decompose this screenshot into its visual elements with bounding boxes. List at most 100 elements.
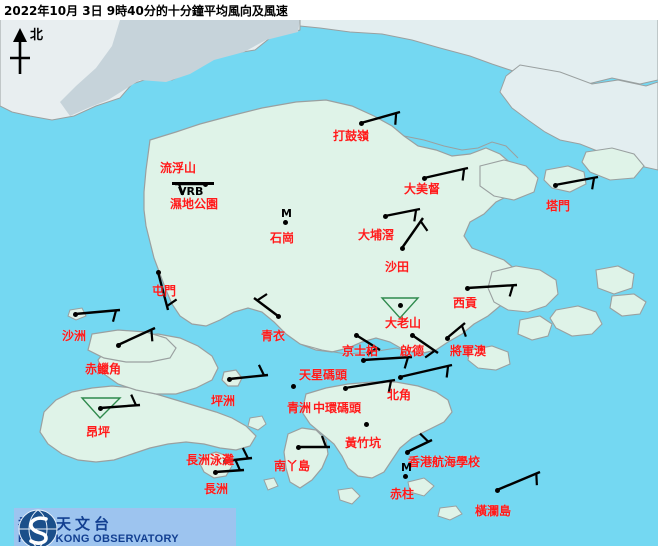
station-label[interactable]: 塔門 <box>546 199 571 213</box>
new-territories-landmass <box>143 99 523 355</box>
station-marker-dot[interactable] <box>116 343 121 348</box>
station-marker-dot[interactable] <box>343 386 348 391</box>
station-label[interactable]: 赤柱 <box>390 487 415 501</box>
hko-logo-english: HONG KONG OBSERVATORY <box>18 533 179 545</box>
station-marker-dot[interactable] <box>398 303 403 308</box>
station-marker-dot[interactable] <box>227 377 232 382</box>
station-marker-dot[interactable] <box>213 470 218 475</box>
wind-barb <box>117 326 156 347</box>
plover-cove-shoreline <box>403 135 519 159</box>
mainland-east-shore <box>299 20 658 85</box>
page-title: 2022年10月 3日 9時40分的十分鐘平均風向及風速 <box>4 4 288 18</box>
station-marker-dot[interactable] <box>383 214 388 219</box>
station-label[interactable]: 南丫島 <box>274 459 311 473</box>
wind-barb <box>224 447 253 463</box>
hko-logo: 香港天文台 HONG KONG OBSERVATORY <box>14 508 236 546</box>
station-marker-dot[interactable] <box>403 474 408 479</box>
calm-marker: M <box>401 461 412 474</box>
station-marker-dot[interactable] <box>276 314 281 319</box>
north-arrow-icon <box>10 28 30 74</box>
station-label[interactable]: 昂坪 <box>86 425 111 439</box>
station-marker-dot[interactable] <box>359 121 364 126</box>
station-marker-dot[interactable] <box>296 445 301 450</box>
wind-barb <box>406 432 433 454</box>
station-label[interactable]: 黃竹坑 <box>345 436 382 450</box>
wind-barb <box>214 459 245 474</box>
wind-barb <box>99 394 141 410</box>
chek-lap-kok-airport <box>87 329 177 363</box>
wind-barb <box>554 175 599 190</box>
wind-barb <box>355 333 381 356</box>
station-marker-dot[interactable] <box>156 270 161 275</box>
station-label[interactable]: 大老山 <box>385 316 422 330</box>
station-label[interactable]: 橫瀾島 <box>475 504 512 518</box>
wind-barb <box>384 207 421 222</box>
station-marker-dot[interactable] <box>398 375 403 380</box>
station-marker-dot[interactable] <box>283 220 288 225</box>
station-label[interactable]: 北角 <box>387 388 412 402</box>
variable-wind-marker: VRB <box>178 185 204 198</box>
station-marker-dot[interactable] <box>364 422 369 427</box>
station-marker-dot[interactable] <box>445 336 450 341</box>
wind-barb <box>156 271 178 311</box>
station-label[interactable]: 西貢 <box>453 296 478 310</box>
station-marker-dot[interactable] <box>73 312 78 317</box>
station-marker-dot[interactable] <box>410 333 415 338</box>
station-label[interactable]: 京士柏 <box>342 344 379 358</box>
station-label[interactable]: 赤鱲角 <box>85 362 122 376</box>
station-label[interactable]: 打鼓嶺 <box>333 129 370 143</box>
station-marker-dot[interactable] <box>405 450 410 455</box>
station-label[interactable]: 沙洲 <box>62 329 87 343</box>
station-label[interactable]: 大埔滘 <box>358 228 395 242</box>
wind-barb <box>362 355 413 369</box>
station-label[interactable]: 石崗 <box>270 231 295 245</box>
north-label: 北 <box>30 28 44 43</box>
station-marker-dot[interactable] <box>354 333 359 338</box>
wind-barb <box>74 308 121 322</box>
station-marker-dot[interactable] <box>203 182 208 187</box>
station-marker-dot[interactable] <box>400 246 405 251</box>
wind-barb <box>401 217 429 249</box>
wind-barb <box>253 293 279 317</box>
station-label[interactable]: 沙田 <box>385 260 410 274</box>
islet-cluster-south <box>247 415 463 521</box>
station-marker-dot[interactable] <box>465 286 470 291</box>
station-label[interactable]: 將軍澳 <box>450 344 487 358</box>
shenzhen-urban-area <box>60 20 300 116</box>
station-label[interactable]: 流浮山 <box>160 161 197 175</box>
wind-barb <box>446 322 467 339</box>
wind-barb <box>298 435 330 449</box>
station-marker-dot[interactable] <box>361 358 366 363</box>
station-label[interactable]: 啟德 <box>400 344 425 358</box>
triangle-marker-tates-cairn <box>380 297 420 320</box>
station-marker-dot[interactable] <box>98 406 103 411</box>
station-label[interactable]: 濕地公園 <box>170 197 219 211</box>
station-marker-dot[interactable] <box>495 488 500 493</box>
hong-kong-island-landmass <box>301 381 453 479</box>
wind-barb-layer <box>74 110 599 492</box>
station-label[interactable]: 大美督 <box>404 182 441 196</box>
station-label[interactable]: 青衣 <box>261 329 286 343</box>
station-label[interactable]: 香港航海學校 <box>408 455 481 469</box>
station-marker-dot[interactable] <box>291 384 296 389</box>
station-label[interactable]: 中環碼頭 <box>313 401 362 415</box>
variable-wind-bar <box>172 182 214 185</box>
tolo-harbour-islands <box>479 147 645 201</box>
north-arrow: 北 <box>4 24 60 80</box>
wind-barb <box>423 166 469 181</box>
station-label[interactable]: 長洲泳灘 <box>186 453 235 467</box>
station-label[interactable]: 天星碼頭 <box>299 368 348 382</box>
station-label[interactable]: 屯門 <box>152 284 177 298</box>
station-label[interactable]: 青洲 <box>287 401 312 415</box>
station-label[interactable]: 長洲 <box>204 482 229 496</box>
station-marker-dot[interactable] <box>553 183 558 188</box>
wind-barb <box>228 364 269 381</box>
station-label[interactable]: 坪洲 <box>211 394 236 408</box>
wind-barb <box>466 283 518 297</box>
calm-marker: M <box>281 207 292 220</box>
wind-barb <box>360 110 401 125</box>
station-marker-dot[interactable] <box>223 459 228 464</box>
station-marker-dot[interactable] <box>422 176 427 181</box>
map-canvas[interactable]: 打鼓嶺 VRB 流浮山濕地公園 大美督塔門 M 石崗 大埔滘沙田屯門西貢青衣 沙洲 大老山赤鱲角… <box>0 20 658 546</box>
